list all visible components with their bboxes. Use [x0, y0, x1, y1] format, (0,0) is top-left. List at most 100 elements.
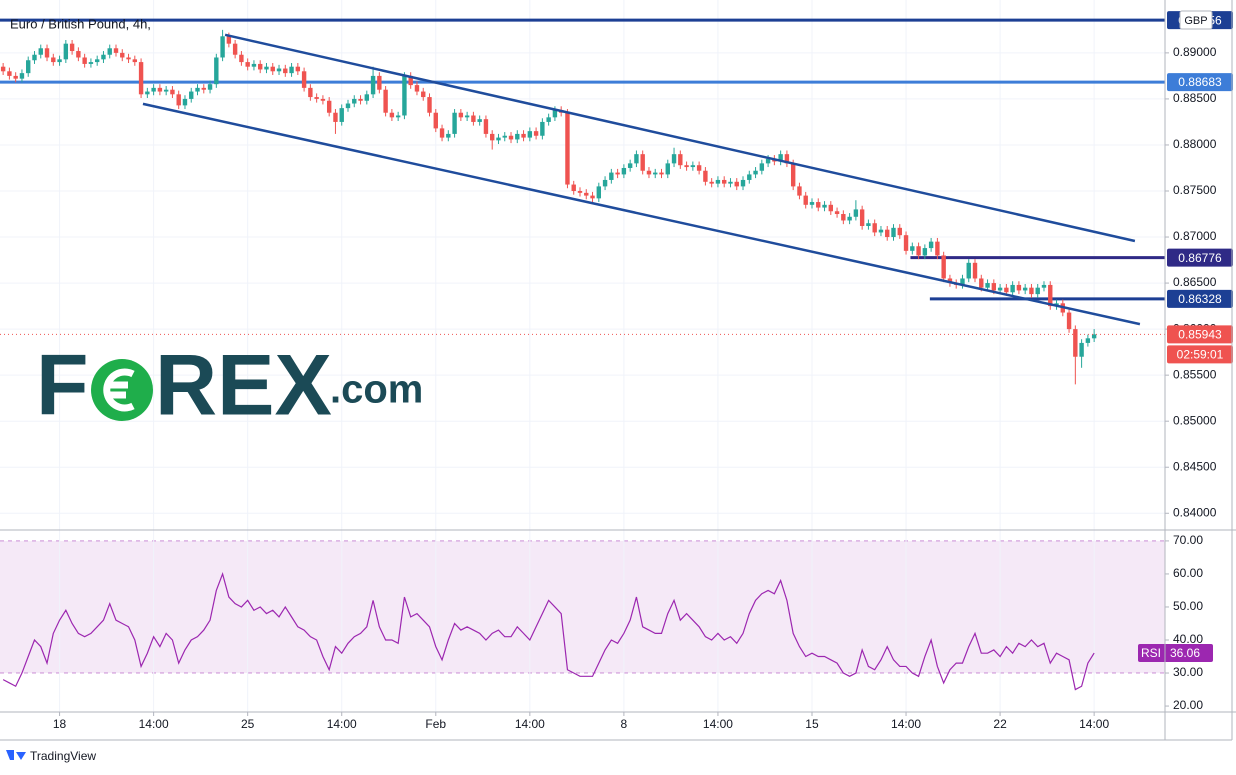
candle-body — [646, 170, 652, 175]
candle-body — [521, 133, 526, 138]
candle-body — [527, 131, 533, 138]
x-tick-label: Feb — [425, 717, 446, 731]
candle-body — [107, 48, 112, 55]
y-tick-label: 0.84000 — [1173, 505, 1217, 519]
y-tick-label: 0.87000 — [1173, 229, 1217, 243]
chart-title: Euro / British Pound, 4h, — [10, 16, 151, 31]
x-tick-label: 18 — [53, 717, 67, 731]
candle-body — [295, 66, 301, 72]
candle-body — [226, 36, 232, 44]
candle-body — [452, 112, 457, 134]
candle-body — [276, 68, 282, 72]
candle-body — [941, 255, 946, 279]
candle-body — [903, 235, 909, 251]
candle-body — [82, 57, 87, 64]
candle-body — [314, 97, 319, 99]
candle-body — [696, 165, 702, 171]
candle-body — [377, 75, 382, 90]
price-label: 0.86328 — [1178, 292, 1222, 306]
candle-body — [464, 115, 470, 118]
x-tick-label: 14:00 — [891, 717, 921, 731]
candle-body — [7, 71, 12, 76]
candle-body — [38, 48, 43, 55]
candle-body — [853, 209, 859, 217]
candle-body — [490, 133, 495, 141]
candle-body — [1004, 287, 1009, 293]
candle-body — [232, 43, 238, 55]
candle-body — [458, 112, 464, 118]
watermark-text: F — [36, 338, 89, 434]
candle-body — [740, 179, 746, 187]
candle-body — [897, 227, 902, 236]
candle-body — [370, 75, 376, 95]
candle-body — [32, 54, 37, 61]
y-tick-label: 70.00 — [1173, 533, 1203, 547]
candle-body — [389, 112, 395, 118]
y-tick-label: 40.00 — [1173, 632, 1203, 646]
y-tick-label: 50.00 — [1173, 599, 1203, 613]
trend-line — [142, 102, 1141, 326]
candle-body — [433, 112, 438, 129]
x-tick-label: 8 — [621, 717, 628, 731]
candle-body — [132, 59, 138, 63]
candle-body — [540, 121, 545, 136]
candle-body — [797, 186, 802, 196]
indicator-name: RSI — [1141, 646, 1161, 660]
candle-body — [910, 246, 915, 251]
candle-body — [13, 75, 18, 79]
candle-body — [577, 190, 583, 193]
candle-body — [352, 98, 357, 104]
candle-body — [301, 71, 307, 88]
candle-body — [258, 63, 263, 70]
candle-body — [270, 66, 275, 72]
candle-body — [63, 43, 69, 60]
candle-body — [76, 51, 81, 58]
candle-body — [722, 179, 727, 184]
candle-body — [408, 75, 413, 86]
candle-body — [866, 223, 871, 226]
candle-body — [922, 248, 928, 256]
candle-body — [985, 283, 990, 288]
indicator-label-box — [1138, 644, 1213, 663]
candle-body — [1035, 287, 1040, 295]
candle-body — [88, 62, 94, 64]
candle-body — [120, 52, 125, 58]
candle-body — [960, 278, 965, 285]
candle-body — [928, 241, 934, 249]
candle-body — [709, 181, 714, 184]
candle-body — [653, 172, 658, 175]
candle-body — [1048, 284, 1053, 307]
candle-body — [891, 227, 896, 238]
candle-body — [145, 91, 150, 95]
candle-body — [483, 119, 489, 134]
x-tick-label: 14:00 — [1079, 717, 1109, 731]
price-label: 0.86776 — [1178, 251, 1222, 265]
candle-body — [19, 73, 25, 79]
candle-body — [515, 133, 520, 140]
candle-body — [571, 184, 576, 191]
candle-body — [972, 262, 978, 279]
candle-body — [414, 85, 420, 92]
candle-body — [834, 211, 840, 215]
candle-body — [1041, 284, 1047, 288]
candle-body — [0, 66, 6, 72]
candle-body — [101, 54, 106, 60]
candle-body — [508, 135, 514, 140]
candle-body — [678, 154, 683, 166]
candle-body — [753, 170, 758, 175]
candle-body — [358, 98, 363, 101]
candle-body — [947, 278, 953, 284]
watermark-text: REX — [155, 338, 332, 434]
candle-body — [841, 214, 846, 221]
candle-body — [615, 172, 620, 175]
candle-body — [308, 87, 313, 98]
currency-badge — [1179, 10, 1213, 30]
candle-body — [214, 57, 219, 85]
candle-body — [207, 84, 213, 90]
candle-body — [245, 62, 250, 67]
candle-body — [126, 57, 131, 60]
footer-text: TradingView — [30, 749, 96, 763]
candle-body — [859, 209, 865, 226]
candle-body — [703, 170, 708, 182]
